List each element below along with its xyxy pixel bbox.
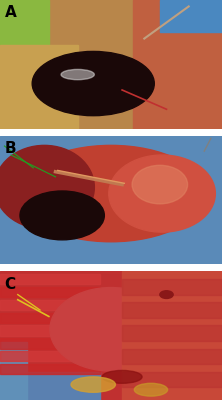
Ellipse shape [71, 377, 115, 392]
Ellipse shape [17, 145, 205, 242]
Text: C: C [4, 277, 16, 292]
Ellipse shape [61, 70, 94, 80]
Ellipse shape [32, 52, 154, 116]
Bar [0, 45, 78, 128]
Ellipse shape [132, 165, 188, 204]
Bar [0, 351, 100, 362]
Bar [0, 326, 100, 336]
Ellipse shape [102, 370, 142, 383]
Bar [0, 274, 100, 284]
Bar [0, 372, 100, 400]
Bar [160, 0, 222, 32]
Bar [0, 287, 100, 297]
Ellipse shape [50, 288, 172, 371]
Text: B: B [4, 141, 16, 156]
Bar [0, 338, 100, 348]
Bar [122, 326, 222, 341]
Bar [122, 372, 222, 387]
Ellipse shape [0, 145, 94, 229]
Bar [122, 272, 222, 400]
Ellipse shape [20, 191, 104, 240]
Bar [0, 0, 49, 52]
Bar [133, 0, 222, 128]
Bar [122, 279, 222, 295]
Bar [0, 312, 100, 323]
Bar [0, 342, 27, 400]
Bar [0, 300, 100, 310]
Ellipse shape [160, 291, 173, 298]
Bar [122, 348, 222, 364]
Ellipse shape [134, 383, 168, 396]
Bar [0, 364, 100, 374]
Text: A: A [4, 5, 16, 20]
Ellipse shape [109, 155, 215, 232]
Bar [122, 302, 222, 318]
